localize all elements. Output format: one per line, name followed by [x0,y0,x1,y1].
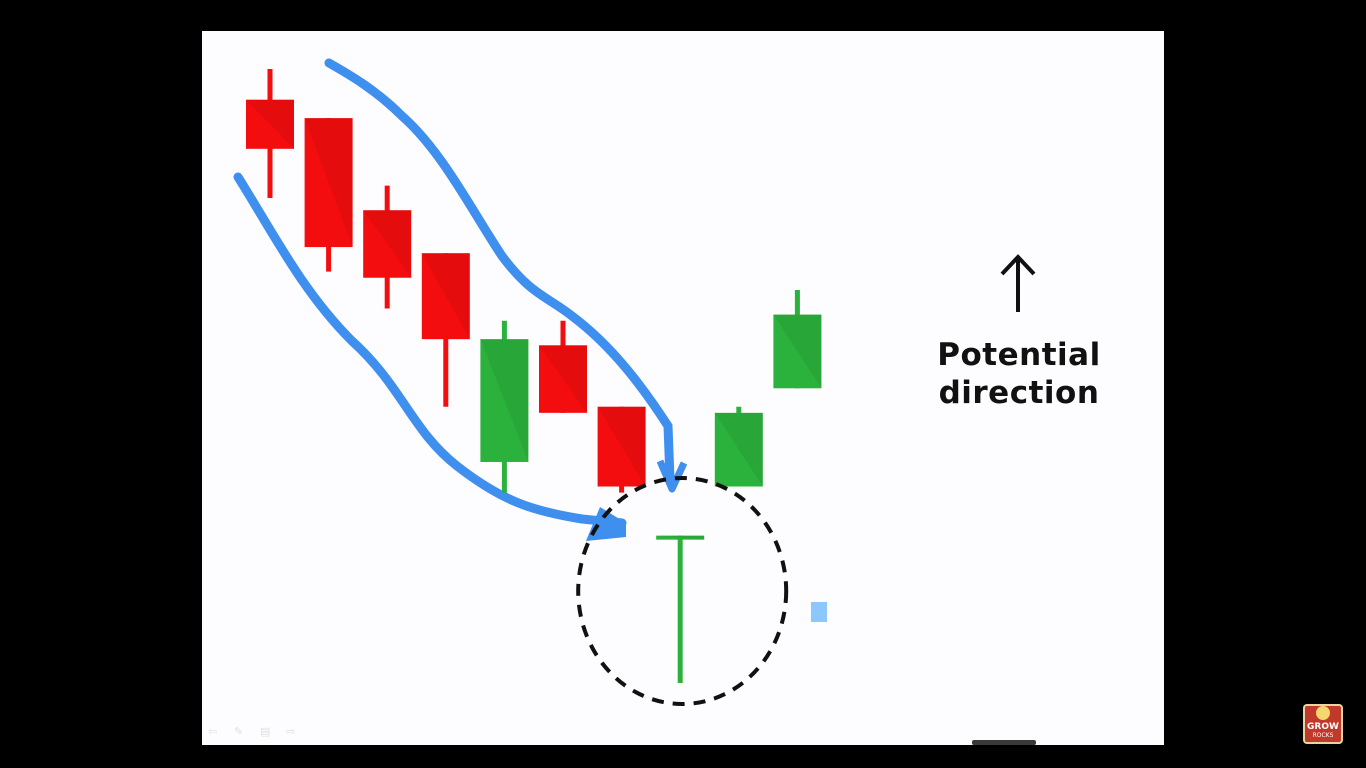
candle-body [656,535,705,540]
candle-body [304,118,353,248]
candle-body [363,210,412,278]
prev-slide-icon[interactable]: ⇦ [208,725,218,738]
channel-upper-arrowhead [656,459,688,493]
channel-lower-arrowhead [586,507,626,541]
candle-shade [246,99,294,149]
up-arrow-icon [1000,254,1036,312]
candle-body [714,412,763,487]
potential-direction-label: Potential direction [924,336,1114,412]
slide-canvas [202,31,1164,745]
next-slide-icon[interactable]: ⇨ [286,725,296,738]
candle-shade [304,118,353,248]
candle-shade [597,406,646,487]
channel-logo: GROW ROCKS [1303,704,1343,744]
menu-icon[interactable]: ▤ [260,725,271,738]
candle-shade [363,210,412,278]
candle-shade [480,339,529,462]
logo-text: GROW [1307,722,1339,732]
candlestick-chart [233,58,822,706]
label-line-2: direction [938,375,1100,411]
channel-upper-line [324,58,675,484]
candle-body [480,339,529,462]
slide-navigation: ⇦ ✎ ▤ ⇨ [208,726,302,738]
highlight-circle [576,476,789,706]
candle-body [597,406,646,487]
label-line-1: Potential [937,337,1101,373]
candle-body [421,253,470,340]
candle-shade [714,412,763,487]
candle-body [539,345,587,413]
candle-shade [656,535,705,540]
candle-body [773,314,822,389]
candle-body [246,99,294,149]
pen-icon[interactable]: ✎ [234,725,244,738]
blue-marker [811,602,827,622]
bulb-icon [1316,706,1330,720]
channel-lower-line [233,172,627,528]
candle-shade [773,314,822,389]
logo-subtext: ROCKS [1312,732,1334,739]
candle-shade [421,253,470,340]
candle-shade [539,345,587,413]
presenter-bar [972,740,1036,745]
